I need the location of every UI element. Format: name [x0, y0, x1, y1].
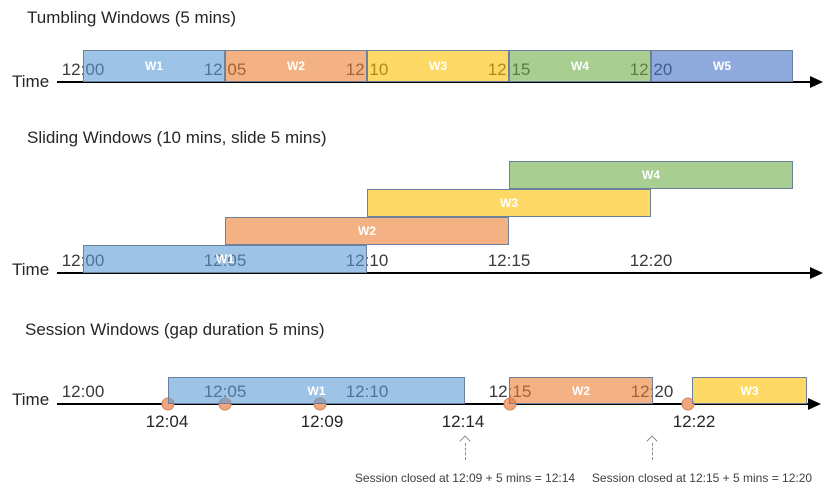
- window-label: W1: [216, 252, 234, 266]
- window-label: W2: [287, 59, 305, 73]
- time-axis-label: Time: [12, 260, 50, 279]
- dashed-up-arrow-icon: [458, 435, 472, 460]
- axis-tick-label: 12:00: [61, 382, 105, 401]
- window-w3: W3: [367, 50, 509, 82]
- window-w3: W3: [692, 377, 807, 404]
- timeline-axis: [57, 403, 808, 405]
- axis-arrowhead-icon: [808, 398, 821, 410]
- arrowhead-up-icon: [459, 435, 471, 447]
- session-closed-annotation: Session closed at 12:09 + 5 mins = 12:14: [354, 471, 576, 485]
- window-label: W3: [740, 383, 759, 398]
- window-label: W4: [571, 59, 589, 73]
- window-label: W1: [145, 59, 163, 73]
- window-w1: W1: [168, 377, 465, 404]
- session-closed-annotation: Session closed at 12:15 + 5 mins = 12:20: [591, 471, 813, 485]
- window-w3: W3: [367, 189, 651, 217]
- timeline-axis: [57, 81, 810, 83]
- window-w1: W1: [83, 245, 367, 273]
- window-label: W3: [429, 59, 447, 73]
- timeline-axis: [57, 272, 810, 274]
- axis-tick-label: 12:15: [487, 251, 531, 270]
- event-dot: [681, 397, 695, 411]
- section-title: Sliding Windows (10 mins, slide 5 mins): [27, 128, 327, 147]
- window-label: W5: [713, 59, 731, 73]
- event-time-label: 12:09: [300, 412, 344, 431]
- window-w5: W5: [651, 50, 793, 82]
- event-time-label: 12:14: [441, 412, 485, 431]
- window-label: W2: [572, 383, 590, 398]
- dashed-line: [651, 443, 653, 460]
- window-label: W2: [358, 224, 376, 238]
- window-w4: W4: [509, 50, 651, 82]
- axis-tick-label: 12:20: [629, 251, 673, 270]
- dashed-line: [464, 443, 466, 460]
- section-title: Session Windows (gap duration 5 mins): [25, 320, 325, 339]
- event-time-label: 12:22: [672, 412, 716, 431]
- window-w2: W2: [225, 217, 509, 245]
- arrowhead-up-icon: [646, 435, 658, 447]
- section-title: Tumbling Windows (5 mins): [27, 8, 237, 27]
- window-w1: W1: [83, 50, 225, 82]
- axis-arrowhead-icon: [810, 267, 823, 279]
- axis-arrowhead-icon: [810, 76, 823, 88]
- window-w2: W2: [225, 50, 367, 82]
- dashed-up-arrow-icon: [645, 435, 659, 460]
- window-label: W4: [642, 168, 660, 182]
- event-time-label: 12:04: [145, 412, 189, 431]
- window-w2: W2: [509, 377, 653, 404]
- time-axis-label: Time: [12, 72, 50, 91]
- time-axis-label: Time: [12, 390, 50, 409]
- window-label: W3: [500, 196, 518, 210]
- window-w4: W4: [509, 161, 793, 189]
- window-label: W1: [307, 383, 326, 398]
